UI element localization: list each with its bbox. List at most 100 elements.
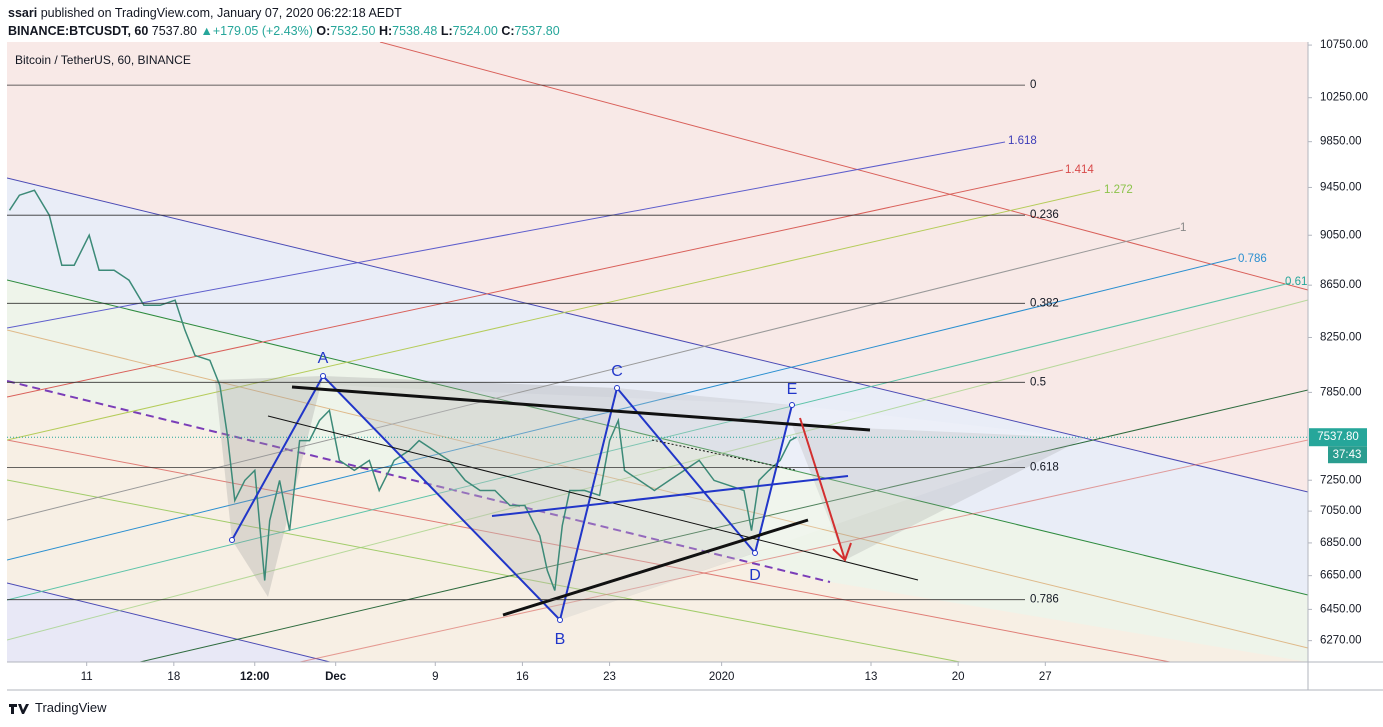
y-tick-label: 7050.00 <box>1320 505 1362 517</box>
x-tick-label: 20 <box>952 671 965 683</box>
y-tick-label: 9850.00 <box>1320 136 1362 148</box>
pattern <box>229 373 919 623</box>
pattern-point <box>320 373 326 379</box>
ohlc-value: 7524.00 <box>452 24 498 38</box>
y-tick-label: 9450.00 <box>1320 181 1362 193</box>
x-tick-label: 13 <box>865 671 878 683</box>
fib-level-label: 0.786 <box>1030 594 1059 606</box>
pattern-fill <box>330 385 1085 620</box>
channel-label: 1 <box>1180 222 1186 234</box>
pattern-line <box>231 374 793 622</box>
ohlc-label: H: <box>378 24 393 38</box>
channel-label: 1.414 <box>1065 164 1094 176</box>
chart-title: Bitcoin / TetherUS, 60, BINANCE <box>15 53 191 67</box>
pattern-fill <box>215 376 323 597</box>
pattern-label: A <box>318 350 329 367</box>
ohlc-low: L:7524.00 <box>441 24 498 38</box>
pattern-point <box>789 402 795 408</box>
ohlc-value: 7537.80 <box>514 24 560 38</box>
trend-line <box>491 475 849 517</box>
trend-line <box>502 518 809 617</box>
pattern-point <box>557 617 563 623</box>
y-tick-label: 7850.00 <box>1320 386 1362 398</box>
header: ssari published on TradingView.com, Janu… <box>8 4 560 40</box>
fib-level-label: 0 <box>1030 79 1036 91</box>
trend-line <box>267 415 919 581</box>
x-tick-label: 11 <box>81 671 93 683</box>
fib-level-label: 0.5 <box>1030 376 1046 388</box>
x-tick-label: 18 <box>167 671 180 683</box>
pattern-label: D <box>749 567 761 584</box>
band <box>7 381 1308 662</box>
pattern-fill <box>560 388 792 620</box>
fib-line <box>7 227 1181 521</box>
y-tick-label: 6270.00 <box>1320 635 1362 647</box>
publish-line: ssari published on TradingView.com, Janu… <box>8 4 560 22</box>
last: 7537.80 <box>151 24 197 38</box>
x-tick-label: 16 <box>516 671 529 683</box>
pattern-point <box>752 550 758 556</box>
fib-line <box>7 141 1006 329</box>
change: +179.05 (+2.43%) <box>212 24 313 38</box>
fib-line <box>139 389 1308 662</box>
author: ssari <box>8 6 38 20</box>
pattern-fill <box>323 376 617 620</box>
x-tick-label: 23 <box>603 671 616 683</box>
channel-line <box>7 380 831 583</box>
channel-line <box>7 177 1308 493</box>
ohlc-label: C: <box>501 24 515 38</box>
x-tick-label: 27 <box>1039 671 1052 683</box>
arrow: ▲ <box>200 24 213 38</box>
countdown-label: 37:43 <box>1333 449 1362 461</box>
ohlc-open: O:7532.50 <box>316 24 375 38</box>
y-tick-label: 8650.00 <box>1320 279 1362 291</box>
channel-label: 1.618 <box>1008 135 1037 147</box>
fib-line <box>7 169 1064 398</box>
fib-level-label: 0.236 <box>1030 209 1059 221</box>
footer: TradingView <box>8 700 107 715</box>
band <box>7 42 1308 492</box>
x-tick-label: 12:00 <box>240 671 269 683</box>
channel-label: 0.61 <box>1285 276 1307 288</box>
channel-label: 1.272 <box>1104 184 1133 196</box>
ohlc-value: 7538.48 <box>392 24 438 38</box>
channel-line <box>379 42 1308 291</box>
forecast-arrow-head <box>832 542 852 562</box>
fib-line <box>7 257 1237 561</box>
fib-level-label: 0.618 <box>1030 462 1059 474</box>
ohlc-high: H:7538.48 <box>379 24 437 38</box>
band <box>7 178 1308 595</box>
y-tick-label: 10750.00 <box>1320 39 1368 51</box>
channel-line <box>7 479 961 662</box>
pattern-label: E <box>787 381 798 398</box>
channel-line <box>7 439 1171 662</box>
pattern-point <box>229 537 235 543</box>
fib-line <box>7 282 1291 601</box>
fib-level-label: 0.382 <box>1030 297 1059 309</box>
channel-line <box>7 582 331 662</box>
forecast-arrow <box>799 417 846 561</box>
brand: TradingView <box>35 700 107 715</box>
channel-label: 0.786 <box>1238 253 1267 265</box>
ohlc-label: L: <box>440 24 453 38</box>
symbol-line: BINANCE:BTCUSDT, 60 7537.80 ▲+179.05 (+2… <box>8 22 560 40</box>
y-tick-label: 10250.00 <box>1320 92 1368 104</box>
y-tick-label: 9050.00 <box>1320 229 1362 241</box>
y-tick-label: 6850.00 <box>1320 537 1362 549</box>
price-line <box>8 189 797 591</box>
last-price-label: 7537.80 <box>1317 431 1359 443</box>
x-tick-label: 2020 <box>709 671 735 683</box>
drawings <box>7 42 1308 662</box>
pattern-label: C <box>611 363 623 380</box>
x-tick-label: 9 <box>432 671 438 683</box>
pattern-label: B <box>555 631 566 648</box>
y-tick-label: 6650.00 <box>1320 570 1362 582</box>
y-tick-label: 7250.00 <box>1320 474 1362 486</box>
published: published on TradingView.com, January 07… <box>40 6 402 20</box>
ohlc-close: C:7537.80 <box>501 24 559 38</box>
series-layer <box>7 189 1308 591</box>
logo <box>9 703 29 714</box>
ohlc-label: O: <box>316 24 331 38</box>
